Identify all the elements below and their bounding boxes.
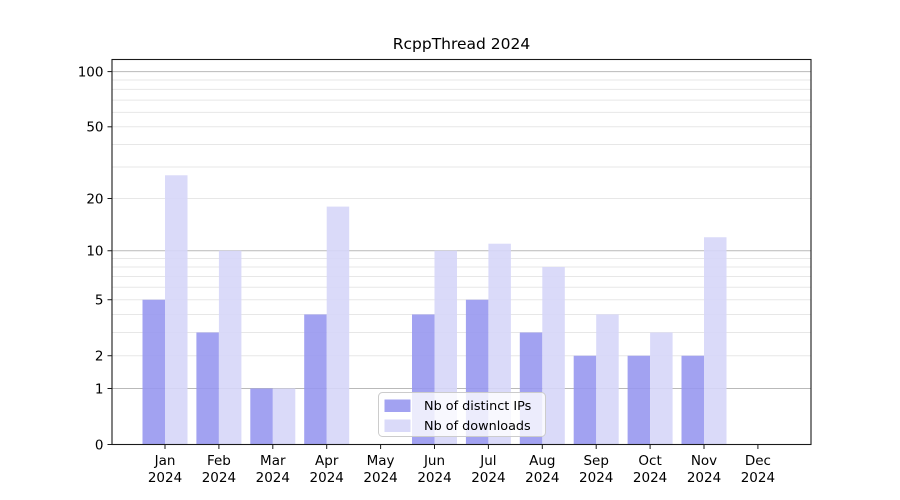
bar-nb-of-downloads-feb	[218, 250, 242, 445]
bar-nb-of-distinct-ips-oct	[627, 355, 651, 445]
bar-nb-of-distinct-ips-sep	[573, 355, 597, 445]
legend: Nb of distinct IPs Nb of downloads	[378, 392, 546, 437]
x-tick-label-month-sep: Sep	[583, 453, 608, 469]
bar-nb-of-downloads-mar	[272, 388, 296, 445]
x-tick-label-year-apr: 2024	[310, 470, 344, 486]
x-tick-label-year-nov: 2024	[687, 470, 721, 486]
x-tick-label-month-apr: Apr	[315, 453, 339, 469]
legend-swatch-distinct-ips	[384, 399, 411, 412]
y-tick-label-50: 50	[86, 120, 103, 136]
legend-label-distinct-ips: Nb of distinct IPs	[424, 399, 532, 414]
y-tick-label-5: 5	[95, 293, 104, 309]
x-tick-label-month-jan: Jan	[154, 453, 176, 469]
x-tick-label-year-jan: 2024	[148, 470, 182, 486]
x-tick-label-year-oct: 2024	[633, 470, 667, 486]
x-axis: Jan2024Feb2024Mar2024Apr2024May2024Jun20…	[148, 444, 775, 486]
x-tick-label-month-mar: Mar	[260, 453, 286, 469]
legend-label-downloads: Nb of downloads	[424, 419, 531, 434]
bar-nb-of-downloads-aug	[542, 266, 565, 445]
x-tick-label-month-nov: Nov	[691, 453, 717, 469]
bar-nb-of-downloads-oct	[650, 332, 673, 445]
x-tick-label-year-feb: 2024	[202, 470, 236, 486]
legend-swatch-downloads	[384, 419, 411, 432]
plot-frame	[111, 58, 812, 446]
x-tick-label-year-may: 2024	[363, 470, 397, 486]
x-tick-label-year-jul: 2024	[471, 470, 505, 486]
x-tick-label-month-aug: Aug	[529, 453, 555, 469]
bar-nb-of-distinct-ips-jan	[142, 299, 165, 445]
y-tick-label-2: 2	[95, 349, 104, 365]
bar-nb-of-downloads-nov	[704, 237, 727, 445]
bar-nb-of-distinct-ips-nov	[681, 355, 704, 445]
x-tick-label-year-jun: 2024	[417, 470, 451, 486]
x-tick-label-month-jul: Jul	[479, 453, 496, 469]
x-tick-label-month-jun: Jun	[423, 453, 445, 469]
y-axis: 0 1 2 5 10 20 50 100	[78, 64, 112, 453]
x-tick-label-month-dec: Dec	[745, 453, 771, 469]
bar-nb-of-distinct-ips-feb	[196, 332, 219, 445]
bar-nb-of-downloads-sep	[596, 314, 619, 445]
x-tick-label-month-feb: Feb	[207, 453, 231, 469]
x-tick-label-year-sep: 2024	[579, 470, 613, 486]
y-tick-label-10: 10	[86, 244, 103, 260]
legend-box	[378, 392, 546, 437]
x-tick-label-year-aug: 2024	[525, 470, 559, 486]
x-tick-label-year-mar: 2024	[256, 470, 290, 486]
y-tick-label-1: 1	[95, 381, 104, 397]
y-tick-label-100: 100	[78, 64, 104, 80]
bar-nb-of-downloads-apr	[326, 206, 350, 445]
bar-nb-of-distinct-ips-apr	[304, 314, 327, 445]
y-tick-label-20: 20	[86, 191, 103, 207]
y-tick-label-0: 0	[95, 437, 104, 453]
chart-title: RcppThread 2024	[393, 35, 531, 53]
x-tick-label-month-may: May	[367, 453, 395, 469]
bar-nb-of-distinct-ips-mar	[250, 388, 273, 445]
bar-nb-of-downloads-jan	[165, 175, 188, 445]
x-tick-label-month-oct: Oct	[638, 453, 661, 469]
x-tick-label-year-dec: 2024	[741, 470, 775, 486]
